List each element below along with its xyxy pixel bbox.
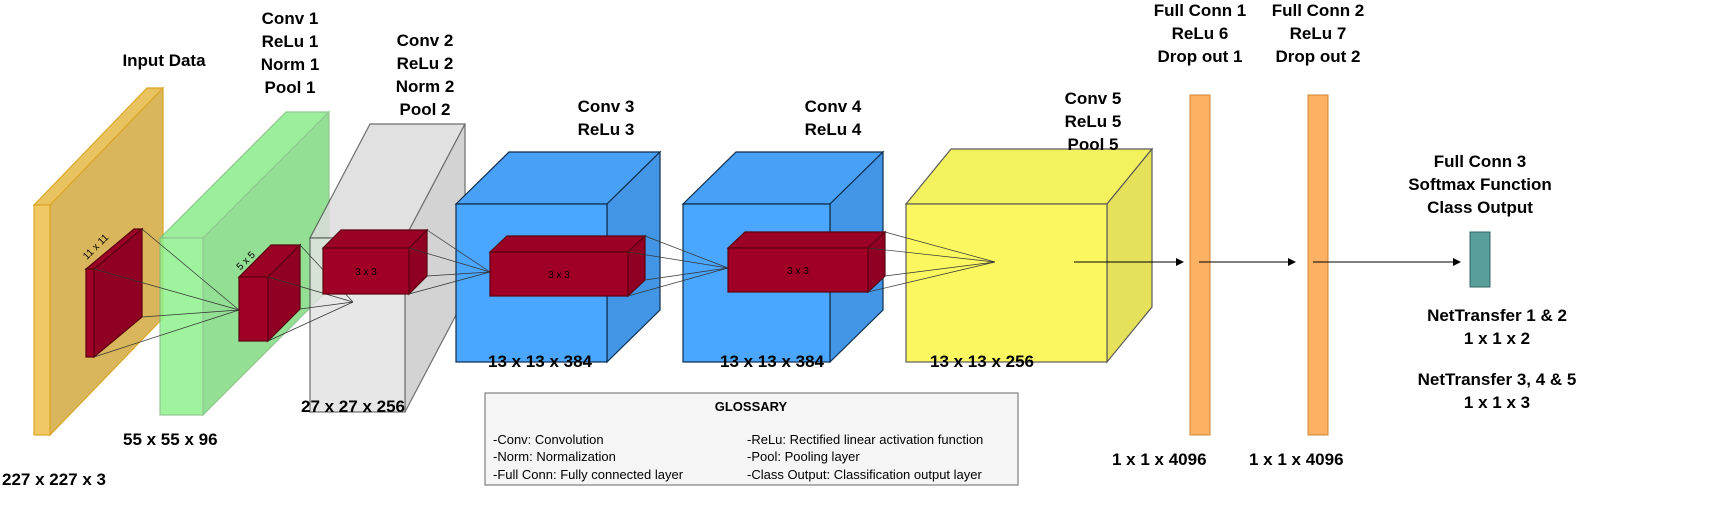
- projection-line: [267, 276, 354, 303]
- layer-label-conv1: Conv 1 ReLu 1 Norm 1 Pool 1: [261, 9, 320, 97]
- projection-line: [426, 271, 491, 277]
- layer-fc1: [1189, 94, 1211, 436]
- glossary-item: -Class Output: Classification output lay…: [747, 467, 982, 482]
- projection-line: [644, 267, 729, 281]
- projection-line: [627, 267, 729, 297]
- dims-input: 227 x 227 x 3: [2, 470, 106, 489]
- kernel-2: [237, 243, 302, 343]
- projection-line: [267, 301, 354, 342]
- layer-fc3-output: [1469, 231, 1491, 288]
- dims-conv5: 13 x 13 x 256: [930, 352, 1034, 371]
- glossary-item: -Conv: Convolution: [493, 432, 604, 447]
- kernel-1: [84, 227, 144, 359]
- glossary-item: -Norm: Normalization: [493, 449, 616, 464]
- projection-line: [627, 251, 729, 269]
- projection-line: [408, 247, 491, 273]
- dims-conv4: 13 x 13 x 384: [720, 352, 825, 371]
- output-dims-1: 1 x 1 x 2: [1464, 329, 1530, 348]
- projection-line: [141, 309, 240, 318]
- kernel-size-label: 3 x 3: [355, 267, 377, 278]
- output-name-1: NetTransfer 1 & 2: [1427, 306, 1567, 325]
- layer-label-conv4: Conv 4 ReLu 4: [805, 97, 862, 139]
- projection-line: [408, 271, 491, 295]
- layer-label-conv3: Conv 3 ReLu 3: [578, 97, 635, 139]
- kernel-size-label: 3 x 3: [787, 266, 809, 277]
- glossary-item: -ReLu: Rectified linear activation funct…: [747, 432, 983, 447]
- layer-label-fc3: Full Conn 3 Softmax Function Class Output: [1408, 152, 1552, 217]
- output-name-2: NetTransfer 3, 4 & 5: [1418, 370, 1577, 389]
- layer-label-fc1: Full Conn 1 ReLu 6 Drop out 1: [1154, 1, 1247, 66]
- projection-line: [299, 301, 354, 310]
- projection-line: [93, 268, 240, 311]
- glossary-item: -Pool: Pooling layer: [747, 449, 860, 464]
- layer-label-fc2: Full Conn 2 ReLu 7 Drop out 2: [1272, 1, 1365, 66]
- projection-line: [884, 231, 996, 263]
- layer-label-conv5: Conv 5 ReLu 5 Pool 5: [1065, 89, 1122, 154]
- output-dims-2: 1 x 1 x 3: [1464, 393, 1530, 412]
- glossary-item: -Full Conn: Fully connected layer: [493, 467, 684, 482]
- layer-label-conv2: Conv 2 ReLu 2 Norm 2 Pool 2: [396, 31, 455, 119]
- projection-line: [884, 261, 996, 277]
- kernel-size-label: 3 x 3: [548, 270, 570, 281]
- layer-conv5: [904, 147, 1154, 364]
- projection-line: [867, 247, 996, 263]
- dims-fc2: 1 x 1 x 4096: [1249, 450, 1344, 469]
- glossary-box: GLOSSARY -Conv: Convolution -Norm: Norma…: [484, 392, 1019, 486]
- dims-conv1: 55 x 55 x 96: [123, 430, 218, 449]
- projection-line: [426, 229, 491, 273]
- kernel-3: [321, 228, 429, 296]
- layer-fc2: [1307, 94, 1329, 436]
- projection-line: [93, 309, 240, 358]
- dims-conv2: 27 x 27 x 256: [301, 397, 405, 416]
- projection-line: [644, 235, 729, 269]
- glossary-title: GLOSSARY: [715, 399, 788, 414]
- dims-fc1: 1 x 1 x 4096: [1112, 450, 1207, 469]
- projection-line: [867, 261, 996, 293]
- projection-line: [141, 228, 240, 311]
- kernel-5: [726, 230, 887, 294]
- layer-label-input: Input Data: [122, 51, 206, 70]
- dims-conv3: 13 x 13 x 384: [488, 352, 593, 371]
- kernel-4: [488, 234, 647, 298]
